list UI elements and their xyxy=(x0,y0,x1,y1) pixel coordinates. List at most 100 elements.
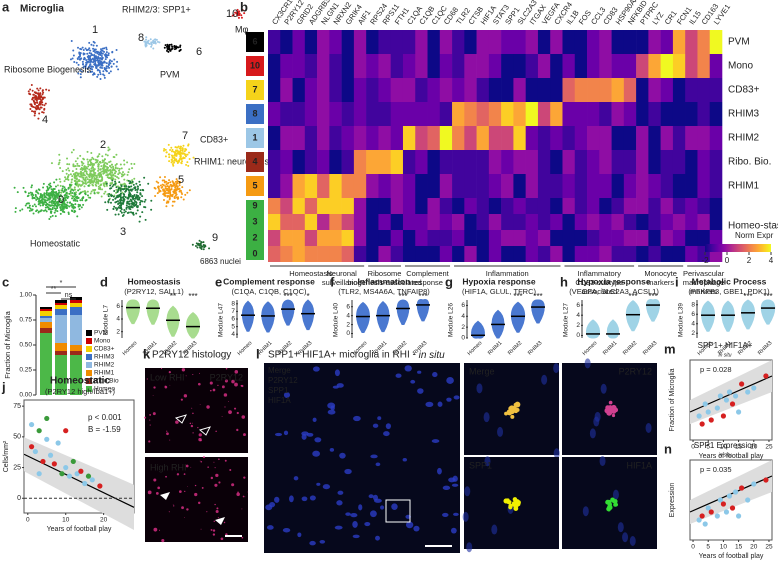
umap-point xyxy=(131,180,134,183)
point xyxy=(723,509,730,515)
heatmap-cell xyxy=(697,30,711,54)
umap-point xyxy=(48,201,51,204)
point xyxy=(763,373,769,379)
umap-point xyxy=(110,60,113,63)
umap-point xyxy=(115,65,118,68)
bar-segment xyxy=(40,333,52,395)
umap-point xyxy=(37,200,40,203)
point xyxy=(763,477,769,483)
y-tick-label: 0.25 xyxy=(19,367,32,374)
umap-point xyxy=(124,196,127,199)
umap-point xyxy=(84,192,87,195)
stain-spot xyxy=(194,484,197,487)
heatmap-cell xyxy=(378,126,392,150)
point xyxy=(36,471,42,477)
heatmap-cell xyxy=(550,30,563,54)
umap-point xyxy=(44,206,47,209)
panel-letter: m xyxy=(664,341,676,356)
umap-point xyxy=(129,198,132,201)
umap-point xyxy=(43,104,46,107)
umap-point xyxy=(19,209,22,212)
umap-point xyxy=(77,72,80,75)
violin xyxy=(606,319,620,339)
umap-point xyxy=(96,52,99,55)
violin xyxy=(186,311,200,339)
panel-letter: d xyxy=(100,274,108,289)
bar-segment xyxy=(55,343,67,351)
umap-point xyxy=(68,205,71,208)
umap-point xyxy=(109,170,112,173)
nucleus xyxy=(309,495,316,501)
heatmap-cell xyxy=(611,30,625,54)
point xyxy=(36,428,42,434)
heatmap-cell xyxy=(623,150,637,174)
significance: *** xyxy=(283,292,292,301)
umap-point xyxy=(99,50,102,53)
umap-point xyxy=(47,194,50,197)
umap-point xyxy=(97,63,100,66)
umap-point xyxy=(124,190,127,193)
umap-point xyxy=(87,54,90,57)
x-tick-label: RHIM2 xyxy=(507,340,523,356)
arrowhead xyxy=(198,426,211,436)
stain-spot xyxy=(243,433,246,437)
heatmap-cell xyxy=(660,30,674,54)
umap-point xyxy=(120,211,123,214)
umap-point xyxy=(113,189,116,192)
heatmap-cell xyxy=(268,150,281,174)
umap-point xyxy=(46,187,49,190)
bar-segment xyxy=(40,328,52,333)
umap-point xyxy=(116,207,119,210)
umap-point xyxy=(72,148,75,151)
umap-point xyxy=(78,55,81,58)
heatmap-cell xyxy=(611,198,625,214)
umap-point xyxy=(177,188,180,191)
umap-point xyxy=(115,188,118,191)
heatmap-cell xyxy=(427,150,441,174)
umap-point xyxy=(111,194,114,197)
umap-point xyxy=(123,178,126,181)
heatmap-cell xyxy=(366,78,379,102)
point xyxy=(723,397,730,403)
row-name: CD83+ xyxy=(728,85,760,96)
umap-point xyxy=(29,88,32,91)
umap-point xyxy=(105,162,108,165)
umap-point xyxy=(168,185,171,188)
umap-point xyxy=(81,46,84,49)
umap-point xyxy=(76,162,79,165)
umap-point xyxy=(78,183,81,186)
umap-point xyxy=(88,175,91,178)
umap-point xyxy=(132,183,135,186)
row-id: 7 xyxy=(252,84,257,94)
nucleus xyxy=(370,510,377,518)
bar-segment xyxy=(70,300,82,303)
umap-point xyxy=(90,151,93,154)
umap-point xyxy=(66,207,69,210)
module-genes: (C1QA, C1QB, C1QC) xyxy=(231,287,307,296)
stain-spot xyxy=(198,437,202,442)
stain-spot xyxy=(231,379,235,384)
umap-point xyxy=(164,148,167,151)
y-tick-label: 50 xyxy=(13,434,21,441)
heatmap-cell xyxy=(611,150,625,174)
y-axis-label: Cells/mm² xyxy=(3,440,10,472)
umap-point xyxy=(243,12,246,15)
nucleus xyxy=(368,494,374,499)
heatmap-cell xyxy=(525,246,539,262)
point xyxy=(739,381,745,387)
umap-point xyxy=(93,72,96,75)
umap-point xyxy=(143,176,146,179)
umap-point xyxy=(170,187,173,190)
umap-point xyxy=(107,169,110,172)
stain-spot xyxy=(166,432,169,436)
umap-point xyxy=(236,8,239,11)
heatmap-cell xyxy=(599,230,612,246)
umap-point xyxy=(115,162,118,165)
heatmap-cell xyxy=(550,214,563,230)
umap-point xyxy=(78,180,81,183)
umap-point xyxy=(174,180,177,183)
umap-point xyxy=(184,148,187,151)
umap-point xyxy=(107,52,110,55)
heatmap-cell xyxy=(366,246,379,262)
stain-spot xyxy=(183,473,186,476)
